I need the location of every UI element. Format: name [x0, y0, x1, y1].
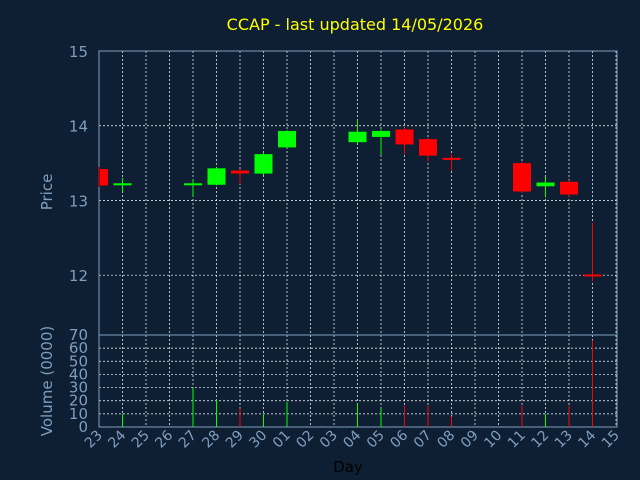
x-tick-label: 05 [364, 428, 388, 452]
candle [254, 151, 273, 176]
candle [442, 154, 461, 171]
candle [560, 180, 578, 197]
x-tick-label: 15 [599, 428, 623, 452]
volume-tick-label: 70 [69, 326, 88, 344]
volume-tick-label: 20 [69, 392, 88, 410]
candle-body [113, 183, 132, 186]
candle-body [536, 182, 555, 187]
x-tick-label: 26 [152, 427, 176, 451]
volume-tick-label: 50 [69, 352, 88, 370]
price-tick-label: 13 [69, 192, 88, 210]
candle [372, 129, 390, 155]
candle-body [372, 130, 390, 137]
candle-body [513, 163, 531, 192]
candle-body [442, 157, 461, 160]
x-tick-label: 11 [505, 428, 529, 452]
candle [98, 166, 108, 188]
x-tick-label: 01 [270, 428, 294, 452]
price-tick-label: 15 [69, 43, 88, 61]
x-tick-label: 07 [411, 428, 435, 452]
x-tick-label: 03 [317, 428, 341, 452]
volume-tick-label: 60 [69, 339, 88, 357]
candle-body [231, 170, 249, 174]
candle-body [207, 168, 226, 185]
x-tick-label: 14 [575, 427, 599, 451]
candle-body [395, 129, 414, 145]
candle [583, 222, 602, 282]
candle [348, 119, 367, 144]
volume-tick-label: 0 [78, 418, 88, 436]
price-candles [98, 119, 602, 282]
x-tick-label: 13 [552, 428, 576, 452]
x-tick-label: 12 [528, 428, 552, 452]
candle [513, 161, 531, 193]
volume-axis-label: Volume (0000) [38, 326, 56, 436]
x-tick-label: 30 [246, 428, 270, 452]
candle-body [254, 154, 273, 174]
panel-frames [98, 50, 618, 428]
price-panel-frame [98, 50, 618, 336]
x-tick-label: 04 [340, 427, 364, 451]
x-tick-label: 27 [176, 428, 200, 452]
price-gridlines [99, 50, 617, 335]
candle-body [348, 131, 367, 143]
x-tick-label: 02 [293, 428, 317, 452]
candle-body [419, 139, 437, 156]
candle [184, 179, 202, 197]
chart-title: CCAP - last updated 14/05/2026 [227, 15, 484, 34]
x-axis-label: Day [333, 458, 363, 476]
volume-tick-label: 30 [69, 379, 88, 397]
candle [536, 176, 555, 198]
candle [419, 137, 437, 162]
volume-tick-label: 10 [69, 405, 88, 423]
price-tick-label: 14 [69, 118, 88, 136]
candle [278, 130, 296, 149]
candle [231, 169, 249, 185]
x-tick-label: 24 [105, 427, 129, 451]
price-tick-label: 12 [69, 267, 88, 285]
candle-body [583, 274, 602, 277]
candle [113, 178, 132, 192]
x-tick-label: 28 [199, 428, 223, 452]
x-tick-label: 06 [387, 427, 411, 451]
candle [207, 166, 226, 186]
x-tick-label: 29 [223, 428, 247, 452]
candle-body [278, 130, 296, 148]
candle [395, 127, 414, 155]
x-tick-labels: 23 24 25 26 27 28 29 30 01 02 03 04 05 06 07 08 09 10 11 12… [82, 427, 623, 451]
volume-bars [122, 340, 593, 427]
x-tick-label: 08 [434, 428, 458, 452]
x-tick-label: 25 [129, 428, 153, 452]
x-tick-label: 09 [458, 428, 482, 452]
candle-body [560, 181, 578, 195]
price-axis-label: Price [38, 174, 56, 211]
volume-tick-label: 40 [69, 365, 88, 383]
x-tick-label: 10 [481, 428, 505, 452]
candle-body [100, 169, 108, 186]
candle-body [184, 183, 202, 186]
